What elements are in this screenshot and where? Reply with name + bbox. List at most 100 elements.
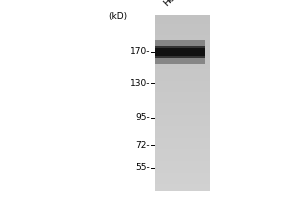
Bar — [155, 69, 210, 71]
Bar — [155, 111, 210, 113]
Bar — [155, 88, 210, 90]
Bar — [155, 79, 210, 80]
Bar — [155, 52, 210, 53]
Bar — [155, 81, 210, 82]
Bar — [155, 100, 210, 101]
Bar — [155, 40, 210, 41]
Bar — [155, 83, 210, 85]
Bar — [155, 172, 210, 173]
Bar — [155, 101, 210, 102]
Bar — [155, 58, 210, 59]
Bar — [155, 80, 210, 81]
Bar — [155, 163, 210, 164]
Bar — [155, 109, 210, 110]
Bar — [155, 140, 210, 142]
Bar — [155, 77, 210, 78]
Text: 130-: 130- — [130, 78, 150, 88]
Bar — [155, 180, 210, 181]
Bar — [155, 157, 210, 158]
Bar — [155, 74, 210, 76]
Bar — [155, 46, 210, 48]
Bar — [155, 33, 210, 35]
Bar — [155, 93, 210, 94]
Bar — [155, 31, 210, 32]
Bar — [155, 38, 210, 39]
Bar — [155, 135, 210, 136]
Bar — [155, 24, 210, 25]
Text: 72-: 72- — [135, 140, 150, 150]
Bar — [155, 27, 210, 29]
Bar — [155, 182, 210, 184]
Bar — [155, 35, 210, 36]
Bar — [155, 181, 210, 183]
Bar — [155, 106, 210, 107]
Bar — [155, 48, 205, 56]
Bar — [155, 105, 210, 106]
Bar — [155, 188, 210, 190]
Bar — [155, 132, 210, 134]
Bar — [155, 123, 210, 124]
Text: 95-: 95- — [135, 114, 150, 122]
Bar — [155, 86, 210, 87]
Bar — [155, 175, 210, 176]
Bar — [155, 156, 210, 157]
Bar — [155, 148, 210, 149]
Text: (kD): (kD) — [108, 12, 128, 21]
Bar — [155, 48, 210, 50]
Bar — [155, 141, 210, 142]
Bar — [155, 32, 210, 33]
Bar — [155, 67, 210, 68]
Bar — [155, 149, 210, 150]
Bar — [155, 60, 210, 61]
Bar — [155, 115, 210, 116]
Bar — [155, 162, 210, 163]
Bar — [155, 41, 210, 43]
Bar — [155, 161, 210, 162]
Bar — [155, 46, 210, 47]
Bar — [155, 137, 210, 138]
Bar — [155, 189, 210, 190]
Bar — [155, 94, 210, 95]
Bar — [155, 158, 210, 160]
Bar — [155, 95, 210, 96]
Bar — [155, 130, 210, 131]
Text: HepG2: HepG2 — [162, 0, 190, 8]
Bar — [155, 145, 210, 147]
Bar — [155, 68, 210, 70]
Bar — [155, 47, 210, 49]
Bar — [155, 25, 210, 27]
Bar — [155, 65, 210, 66]
Bar — [155, 185, 210, 186]
Bar — [155, 120, 210, 121]
Bar — [155, 61, 210, 63]
Bar — [155, 46, 205, 58]
Bar — [155, 53, 210, 54]
Bar — [155, 22, 210, 23]
Bar — [155, 187, 210, 189]
Bar — [155, 71, 210, 72]
Bar — [155, 51, 210, 52]
Bar — [155, 62, 210, 64]
Bar — [155, 172, 210, 174]
Bar — [155, 108, 210, 109]
Bar — [155, 25, 210, 26]
Bar — [155, 15, 210, 16]
Bar — [155, 73, 210, 74]
Bar — [155, 107, 210, 108]
Bar — [155, 136, 210, 137]
Bar — [155, 97, 210, 99]
Bar — [155, 118, 210, 120]
Bar — [155, 85, 210, 86]
Bar — [155, 55, 210, 57]
Bar — [155, 122, 210, 123]
Bar — [155, 152, 210, 153]
Bar — [155, 130, 210, 132]
Bar — [155, 180, 210, 182]
Bar — [155, 59, 210, 60]
Bar — [155, 124, 210, 126]
Bar — [155, 110, 210, 112]
Bar — [155, 184, 210, 185]
Bar — [155, 110, 210, 111]
Bar — [155, 88, 210, 89]
Bar — [155, 40, 205, 64]
